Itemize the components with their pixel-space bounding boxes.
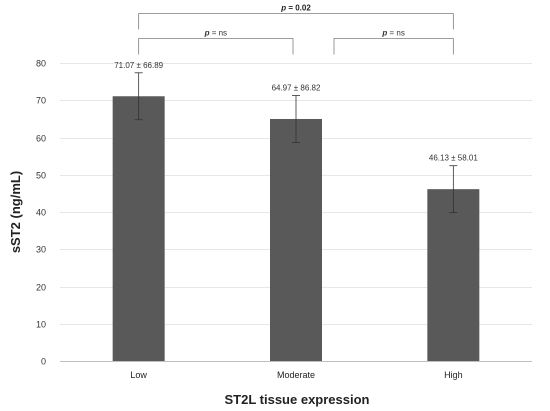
y-tick-label: 80	[36, 59, 46, 69]
y-tick-label: 20	[36, 283, 46, 293]
error-bars	[134, 72, 458, 214]
significance-label: p = ns	[204, 29, 227, 38]
y-tick-label: 70	[36, 96, 46, 106]
significance-bracket	[333, 38, 454, 55]
significance-bracket	[138, 13, 454, 30]
y-tick-label: 30	[36, 245, 46, 255]
x-category-label: High	[444, 370, 463, 380]
y-tick-label: 40	[36, 208, 46, 218]
bars	[112, 96, 480, 361]
significance-label: p = 0.02	[280, 4, 311, 13]
x-category-label: Low	[130, 370, 147, 380]
y-tick-label: 50	[36, 171, 46, 181]
y-tick-label: 10	[36, 320, 46, 330]
x-axis-categories: Low Moderate High	[130, 370, 462, 380]
bar-high	[427, 189, 480, 361]
y-tick-label: 0	[41, 357, 46, 367]
significance-label: p = ns	[381, 29, 404, 38]
data-label: 71.07 ± 66.89	[114, 61, 163, 70]
bar-moderate	[270, 118, 322, 361]
data-labels: 71.07 ± 66.89 64.97 ± 86.82 46.13 ± 58.01	[114, 61, 478, 163]
bar-low	[112, 96, 165, 361]
significance-bracket	[138, 38, 294, 55]
data-label: 64.97 ± 86.82	[272, 84, 321, 93]
y-axis-title: sST2 (ng/mL)	[8, 171, 23, 253]
data-label: 46.13 ± 58.01	[429, 154, 478, 163]
y-axis-ticks: 0 10 20 30 40 50 60 70 80	[36, 59, 46, 367]
y-tick-label: 60	[36, 134, 46, 144]
x-category-label: Moderate	[277, 370, 315, 380]
x-axis-title: ST2L tissue expression	[225, 392, 370, 407]
significance-brackets: p = ns p = ns p = 0.02	[138, 4, 454, 55]
